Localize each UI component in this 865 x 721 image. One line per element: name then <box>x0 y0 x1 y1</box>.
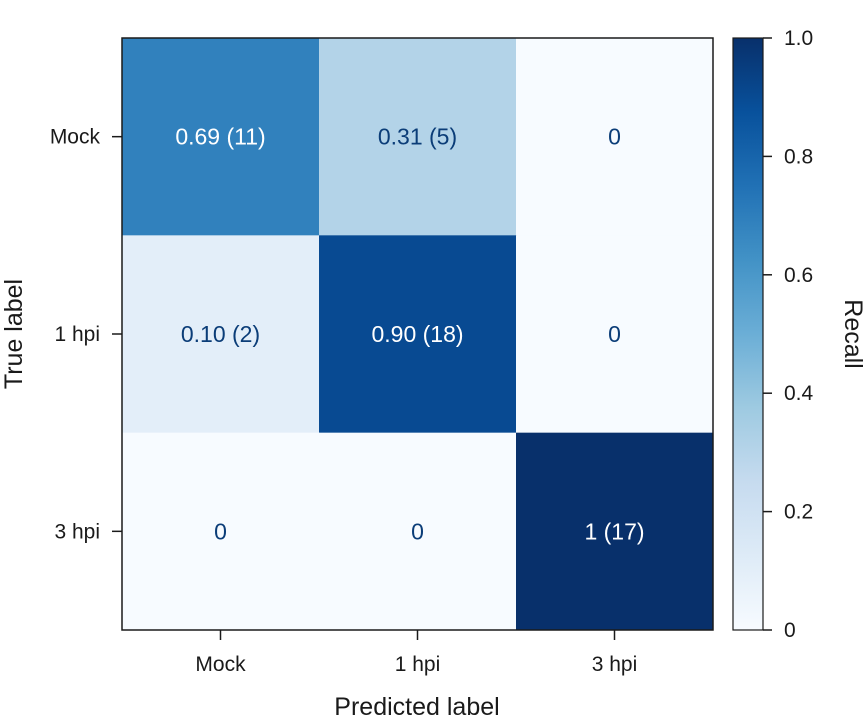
y-axis-title: True label <box>0 279 28 389</box>
heatmap-cell-label-r1-c2: 0 <box>608 321 621 347</box>
colorbar-tick-label-5: 1.0 <box>784 27 813 50</box>
heatmap-cell-r0-c0 <box>122 38 320 236</box>
x-axis-title: Predicted label <box>334 693 499 721</box>
x-axis: Mock 1 hpi 3 hpi <box>195 630 637 676</box>
heatmap-cell-label-r1-c0: 0.10 (2) <box>181 321 260 347</box>
heatmap-cell-r2-c0 <box>122 432 320 631</box>
heatmap-cell-r0-c2 <box>516 38 714 236</box>
heatmap-cell-labels: 0.69 (11) 0.31 (5) 0 0.10 (2) 0.90 (18) 0 0 0 1 … <box>175 124 644 545</box>
colorbar-tick-label-3: 0.6 <box>784 264 813 287</box>
y-tick-label-0: Mock <box>50 126 101 149</box>
x-tick-label-1: 1 hpi <box>395 653 441 676</box>
y-tick-label-2: 3 hpi <box>54 520 100 543</box>
colorbar-tick-label-4: 0.8 <box>784 145 813 168</box>
heatmap-cell-label-r1-c1: 0.90 (18) <box>371 321 463 347</box>
heatmap-cell-label-r0-c2: 0 <box>608 124 621 150</box>
y-tick-label-1: 1 hpi <box>54 323 100 346</box>
heatmap-cell-r1-c1 <box>319 235 517 434</box>
heatmap-cell-label-r2-c2: 1 (17) <box>584 518 644 544</box>
colorbar-tick-label-1: 0.2 <box>784 501 813 524</box>
x-tick-label-0: Mock <box>195 653 246 676</box>
colorbar-tick-label-2: 0.4 <box>784 382 814 405</box>
colorbar-frame <box>732 37 764 631</box>
heatmap-cell-r1-c2 <box>516 235 714 434</box>
y-axis: Mock 1 hpi 3 hpi <box>50 126 122 543</box>
heatmap-cell-r0-c1 <box>319 38 517 236</box>
x-tick-label-2: 3 hpi <box>592 653 638 676</box>
heatmap-cell-label-r0-c0: 0.69 (11) <box>175 124 265 150</box>
colorbar-ticks: 0 0.2 0.4 0.6 0.8 1.0 <box>763 27 814 642</box>
heatmap-cell-r1-c0 <box>122 235 320 434</box>
heatmap-cell-r2-c1 <box>319 432 517 631</box>
colorbar-tick-label-0: 0 <box>784 619 796 642</box>
heatmap-cell-label-r2-c0: 0 <box>214 518 227 544</box>
colorbar-title: Recall <box>839 299 865 368</box>
colorbar <box>733 38 763 630</box>
heatmap-cells <box>122 38 714 631</box>
heatmap-cell-label-r2-c1: 0 <box>411 518 424 544</box>
heatmap-cell-label-r0-c1: 0.31 (5) <box>378 124 457 150</box>
heatmap-cell-r2-c2 <box>516 432 714 631</box>
